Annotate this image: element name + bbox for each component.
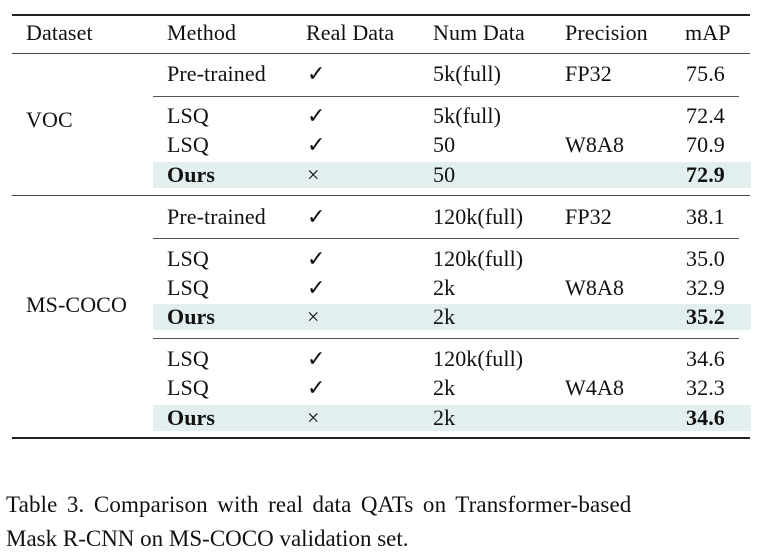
map-cell: 35.0 — [686, 246, 725, 271]
dataset-label-ms-coco: MS-COCO — [26, 292, 127, 317]
highlight-row-coco-ours-w4a8 — [153, 405, 751, 431]
method-cell: Pre-trained — [167, 61, 266, 86]
method-cell: LSQ — [167, 132, 209, 157]
precision-cell: W8A8 — [565, 132, 625, 157]
header-map: mAP — [685, 20, 731, 45]
caption-line-2: Mask R-CNN on MS-COCO validation set. — [6, 526, 409, 551]
num-data-cell: 50 — [433, 162, 456, 187]
real-data-cell: ✓ — [307, 204, 326, 229]
method-cell: Ours — [167, 162, 216, 187]
num-data-cell: 2k — [433, 375, 456, 400]
map-cell: 72.4 — [686, 103, 725, 128]
caption-line-1: Table 3. Comparison with real data QATs … — [6, 492, 632, 517]
real-data-cell: × — [307, 304, 320, 329]
table-bottom-rule — [12, 437, 750, 439]
header-rule — [12, 53, 750, 54]
num-data-cell: 50 — [433, 132, 456, 157]
map-cell: 72.9 — [686, 162, 725, 187]
num-data-cell: 5k(full) — [433, 61, 502, 86]
header-real-data: Real Data — [306, 20, 395, 45]
method-cell: Ours — [167, 304, 216, 329]
highlight-row-coco-ours-w8a8 — [153, 304, 751, 330]
real-data-cell: × — [307, 162, 320, 187]
method-cell: Pre-trained — [167, 204, 266, 229]
method-cell: LSQ — [167, 275, 209, 300]
method-cell: LSQ — [167, 246, 209, 271]
header-num-data: Num Data — [433, 20, 525, 45]
header-precision: Precision — [565, 20, 648, 45]
precision-cell: W8A8 — [565, 275, 625, 300]
method-cell: LSQ — [167, 375, 209, 400]
real-data-cell: ✓ — [307, 132, 326, 157]
map-cell: 38.1 — [686, 204, 725, 229]
num-data-cell: 120k(full) — [433, 204, 524, 229]
num-data-cell: 120k(full) — [433, 346, 524, 371]
num-data-cell: 2k — [433, 304, 456, 329]
real-data-cell: ✓ — [307, 246, 326, 271]
num-data-cell: 2k — [433, 405, 456, 430]
real-data-cell: ✓ — [307, 103, 326, 128]
map-cell: 75.6 — [686, 61, 725, 86]
table-caption: Table 3. Comparison with real data QATs … — [6, 488, 758, 556]
group-divider-rule — [12, 195, 750, 196]
coco-divider-rule-1 — [153, 238, 739, 239]
map-cell: 35.2 — [686, 304, 725, 329]
real-data-cell: ✓ — [307, 275, 326, 300]
dataset-label-voc: VOC — [26, 107, 73, 132]
method-cell: LSQ — [167, 103, 209, 128]
table-top-rule — [12, 14, 750, 16]
precision-cell: FP32 — [565, 204, 612, 229]
real-data-cell: ✓ — [307, 346, 326, 371]
coco-divider-rule-2 — [153, 338, 739, 339]
highlight-row-voc-ours — [153, 162, 751, 188]
map-cell: 34.6 — [686, 346, 725, 371]
num-data-cell: 120k(full) — [433, 246, 524, 271]
map-cell: 34.6 — [686, 405, 725, 430]
method-cell: Ours — [167, 405, 216, 430]
map-cell: 32.9 — [686, 275, 725, 300]
real-data-cell: ✓ — [307, 61, 326, 86]
header-dataset: Dataset — [26, 20, 93, 45]
voc-divider-rule — [153, 96, 739, 97]
precision-cell: FP32 — [565, 61, 612, 86]
map-cell: 70.9 — [686, 132, 725, 157]
map-cell: 32.3 — [686, 375, 725, 400]
real-data-cell: × — [307, 405, 320, 430]
num-data-cell: 5k(full) — [433, 103, 502, 128]
precision-cell: W4A8 — [565, 375, 625, 400]
method-cell: LSQ — [167, 346, 209, 371]
num-data-cell: 2k — [433, 275, 456, 300]
real-data-cell: ✓ — [307, 375, 326, 400]
header-method: Method — [167, 20, 237, 45]
